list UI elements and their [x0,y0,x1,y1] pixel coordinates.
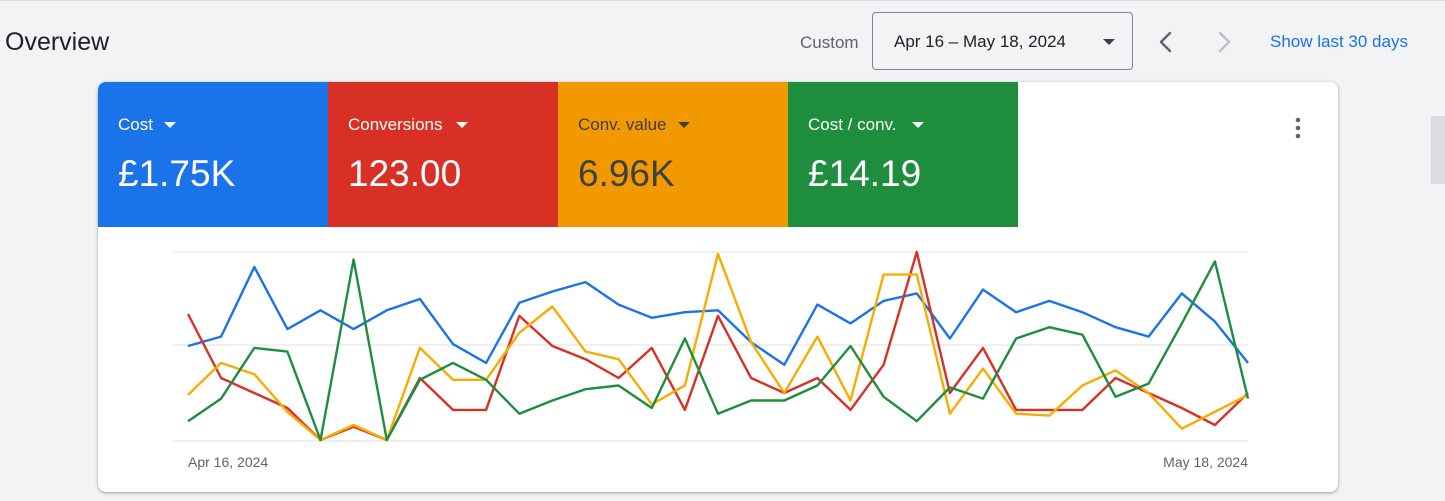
series-line-conv-value[interactable] [187,252,1249,442]
caret-down-icon [164,122,176,128]
scrollbar-track[interactable] [1425,112,1445,501]
x-axis-label-start: Apr 16, 2024 [188,454,268,470]
metric-tile-conversions[interactable]: Conversions 123.00 [328,82,558,227]
metric-label: Cost / conv. [808,115,897,134]
caret-down-icon [1103,39,1115,45]
chevron-left-icon [1159,31,1172,53]
overview-card: Cost £1.75K Conversions 123.00 Conv. val… [98,82,1338,492]
caret-down-icon [912,122,924,128]
overview-line-chart: Apr 16, 2024 May 18, 2024 [173,250,1250,470]
caret-down-icon [678,122,690,128]
previous-period-button[interactable] [1151,27,1181,57]
show-last-30-days-link[interactable]: Show last 30 days [1270,32,1408,51]
chevron-right-icon [1218,31,1231,53]
metric-value: 123.00 [348,153,462,194]
metric-label: Conversions [348,115,443,134]
metric-tile-conv-value[interactable]: Conv. value 6.96K [558,82,788,227]
page-title: Overview [5,28,110,56]
date-range-text: Apr 16 – May 18, 2024 [894,32,1067,51]
caret-down-icon [456,122,468,128]
metric-value: £14.19 [808,153,922,194]
next-period-button[interactable] [1209,27,1239,57]
metric-value: £1.75K [118,153,236,194]
range-type-label: Custom [800,33,859,52]
top-divider [0,0,1445,1]
more-options-button[interactable] [1284,114,1312,142]
date-range-picker[interactable]: Apr 16 – May 18, 2024 [872,12,1133,70]
scrollbar-thumb[interactable] [1431,116,1445,184]
more-vert-icon [1295,117,1301,139]
x-axis-label-end: May 18, 2024 [1163,454,1248,470]
metric-tile-cost-per-conv[interactable]: Cost / conv. £14.19 [788,82,1018,227]
metric-value: 6.96K [578,153,675,194]
series-line-cost-conv[interactable] [187,258,1250,442]
metric-tile-cost[interactable]: Cost £1.75K [98,82,328,227]
metric-label: Conv. value [578,115,667,134]
metric-label: Cost [118,115,153,134]
